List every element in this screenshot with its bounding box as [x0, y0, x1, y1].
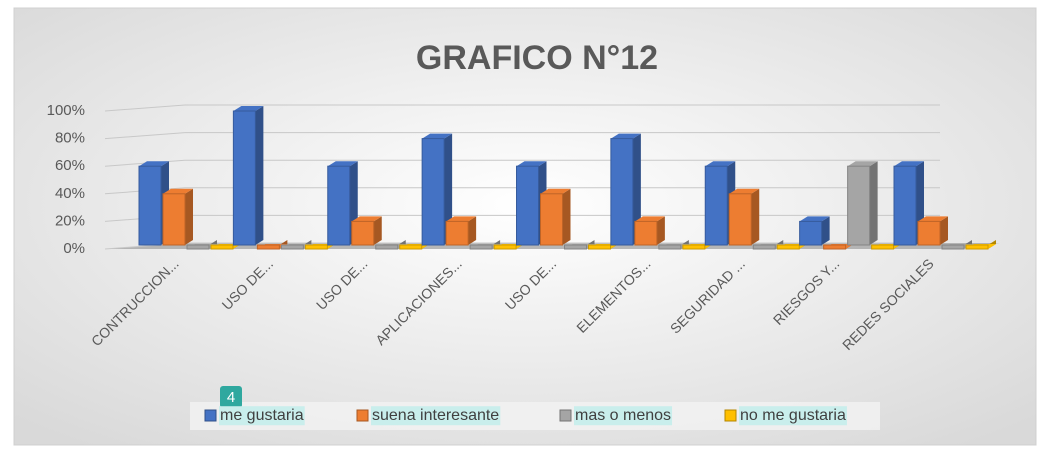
bar-side: [185, 188, 193, 245]
bar: [351, 220, 375, 246]
bar-top: [422, 133, 453, 139]
bar: [304, 244, 328, 250]
bar-top: [918, 216, 948, 222]
bar: [588, 244, 611, 250]
bar-side: [255, 106, 264, 245]
bar: [399, 244, 423, 250]
bar: [327, 165, 351, 246]
bar: [823, 244, 847, 250]
bar-side: [468, 216, 477, 245]
legend-label: me gustaria: [220, 407, 304, 424]
legend-label: no me gustaria: [740, 407, 846, 424]
chart-title: GRAFICO N°12: [416, 39, 658, 77]
grid-line: [104, 159, 940, 167]
bar-top: [351, 216, 382, 222]
legend-label: mas o menos: [575, 407, 671, 424]
bar: [210, 244, 234, 250]
bar-top: [163, 188, 193, 194]
bar: [516, 165, 539, 246]
bar-top: [540, 188, 571, 194]
bar-top: [634, 216, 665, 222]
bar-top: [610, 133, 641, 139]
bar: [564, 244, 587, 250]
bar: [280, 244, 304, 250]
legend-swatch: [724, 409, 737, 422]
bar-side: [751, 188, 760, 245]
bar-top: [729, 188, 760, 194]
grid-line: [104, 104, 940, 112]
bar: [847, 165, 871, 246]
bar: [871, 244, 895, 250]
bar: [445, 220, 469, 246]
legend-label: suena interesante: [372, 407, 499, 424]
bar: [728, 193, 752, 246]
bar-top: [705, 161, 736, 167]
legend-label-bg: [219, 406, 305, 426]
y-tick-label: 20%: [55, 212, 85, 229]
bar-side: [373, 216, 382, 245]
bar: [893, 165, 917, 246]
badge: [220, 386, 242, 408]
bar: [421, 138, 445, 246]
bar: [186, 244, 210, 250]
bar-side: [444, 133, 453, 245]
legend-label-bg: [739, 406, 847, 426]
bar: [540, 193, 563, 246]
bar: [941, 244, 965, 250]
bar: [752, 244, 776, 250]
y-tick-label: 100%: [47, 102, 85, 119]
legend-swatch: [356, 409, 369, 422]
bar-side: [562, 188, 571, 245]
y-tick-label: 0%: [63, 240, 85, 257]
bar: [469, 244, 493, 250]
bar: [610, 138, 634, 246]
bar-top: [233, 106, 264, 111]
legend-label-bg: [371, 406, 501, 426]
bar: [256, 244, 280, 250]
bar: [682, 244, 706, 250]
grid-line: [104, 132, 940, 140]
bar-side: [940, 216, 948, 245]
y-tick-label: 80%: [55, 130, 85, 147]
bar-top: [799, 216, 830, 222]
bar: [776, 244, 800, 250]
y-tick-label: 60%: [55, 157, 85, 174]
bar-side: [821, 216, 830, 245]
bar-top: [327, 161, 358, 167]
bar: [138, 165, 162, 246]
y-tick-label: 40%: [55, 185, 85, 202]
bar: [799, 220, 823, 246]
bar-top: [446, 216, 477, 222]
bar-side: [632, 133, 641, 245]
bar: [162, 193, 186, 246]
badge-text: 4: [227, 389, 235, 406]
bar: [634, 220, 658, 246]
bar: [375, 244, 399, 250]
grid-line: [104, 187, 940, 195]
bar: [917, 220, 941, 246]
legend-label-bg: [574, 406, 673, 426]
bar-side: [869, 161, 878, 245]
bar: [232, 110, 256, 246]
bar: [704, 165, 728, 246]
bar-top: [894, 161, 924, 167]
legend-swatch: [559, 409, 572, 422]
bar: [493, 244, 517, 250]
bar-top: [847, 161, 878, 167]
bar: [658, 244, 682, 250]
legend-swatch: [204, 409, 217, 422]
bar-top: [516, 161, 547, 167]
bar-side: [656, 216, 665, 245]
bar-top: [139, 161, 169, 167]
bar: [965, 244, 989, 250]
